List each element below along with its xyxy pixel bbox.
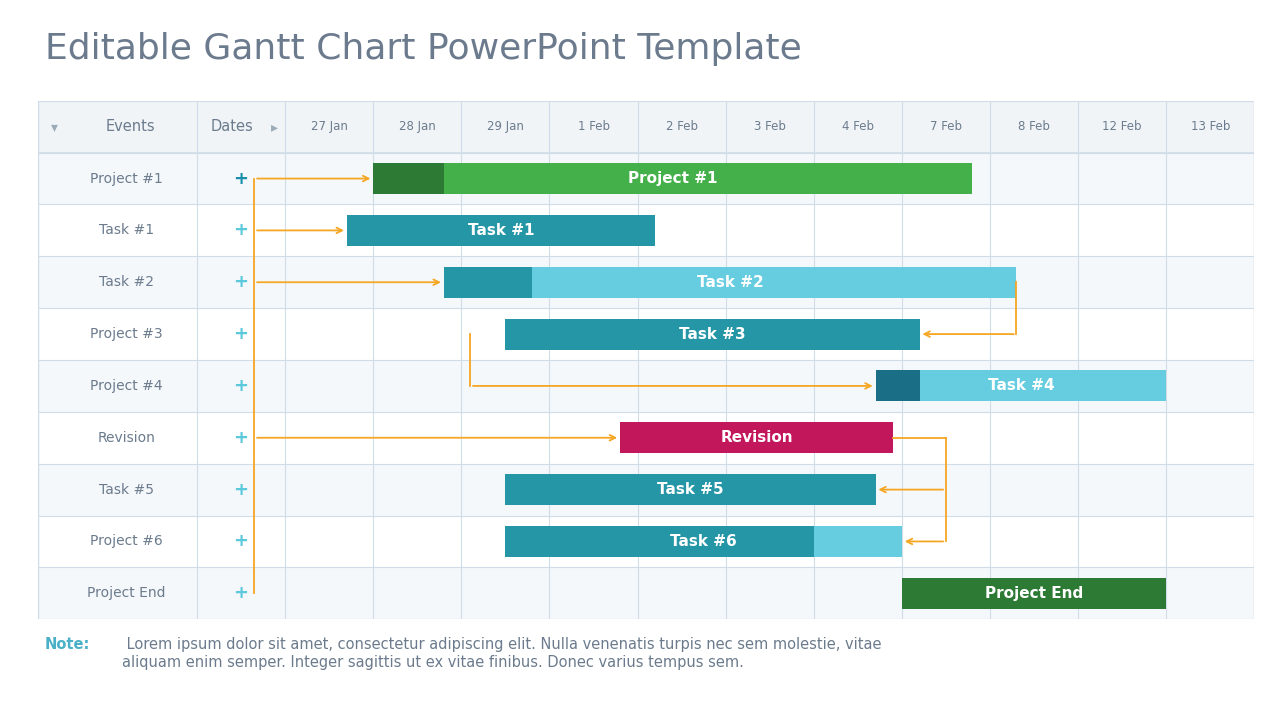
Text: 29 Jan: 29 Jan — [486, 120, 524, 133]
Bar — [38, 360, 1254, 412]
Bar — [506, 474, 876, 505]
Text: Task #5: Task #5 — [657, 482, 723, 497]
Text: 3 Feb: 3 Feb — [754, 120, 786, 133]
Bar — [876, 370, 919, 402]
Bar — [444, 163, 973, 194]
Text: +: + — [233, 585, 248, 602]
Text: +: + — [233, 533, 248, 551]
Text: Project End: Project End — [986, 586, 1083, 600]
Text: Task #5: Task #5 — [99, 482, 154, 497]
Text: Events: Events — [106, 120, 156, 134]
Text: 2 Feb: 2 Feb — [666, 120, 698, 133]
Bar — [532, 266, 1016, 298]
Bar — [444, 266, 532, 298]
Bar — [347, 215, 655, 246]
Text: 1 Feb: 1 Feb — [577, 120, 609, 133]
Text: 28 Jan: 28 Jan — [399, 120, 435, 133]
Text: +: + — [233, 169, 248, 187]
Text: +: + — [233, 222, 248, 239]
Text: Task #1: Task #1 — [467, 223, 534, 238]
Text: Note:: Note: — [45, 637, 90, 652]
Text: Project #4: Project #4 — [90, 379, 163, 393]
Text: Task #4: Task #4 — [988, 379, 1055, 393]
Bar — [38, 308, 1254, 360]
Text: Revision: Revision — [721, 431, 792, 445]
Bar — [38, 516, 1254, 567]
Bar — [506, 318, 919, 350]
Text: Lorem ipsum dolor sit amet, consectetur adipiscing elit. Nulla venenatis turpis : Lorem ipsum dolor sit amet, consectetur … — [122, 637, 881, 670]
Text: ▸: ▸ — [271, 120, 278, 134]
Text: 12 Feb: 12 Feb — [1102, 120, 1142, 133]
Bar — [919, 370, 1166, 402]
Bar — [374, 163, 444, 194]
Bar — [902, 577, 1166, 609]
Text: +: + — [233, 273, 248, 291]
Text: 8 Feb: 8 Feb — [1018, 120, 1050, 133]
Bar — [38, 153, 1254, 204]
Bar — [38, 101, 1254, 153]
Text: 7 Feb: 7 Feb — [931, 120, 963, 133]
Text: +: + — [233, 481, 248, 498]
Text: Project #1: Project #1 — [90, 171, 163, 186]
Text: Project #1: Project #1 — [628, 171, 718, 186]
Bar — [38, 412, 1254, 464]
Bar — [620, 422, 893, 454]
Text: Task #3: Task #3 — [680, 327, 746, 341]
Bar — [38, 567, 1254, 619]
Text: 13 Feb: 13 Feb — [1190, 120, 1230, 133]
Text: Dates: Dates — [211, 120, 253, 134]
Text: +: + — [233, 325, 248, 343]
Bar — [814, 526, 902, 557]
Text: Task #6: Task #6 — [671, 534, 737, 549]
Text: Editable Gantt Chart PowerPoint Template: Editable Gantt Chart PowerPoint Template — [45, 32, 801, 66]
Bar — [38, 464, 1254, 516]
Text: +: + — [233, 429, 248, 446]
Text: Task #2: Task #2 — [99, 275, 154, 289]
Text: Revision: Revision — [97, 431, 155, 445]
Text: Project #6: Project #6 — [90, 534, 163, 549]
Text: +: + — [233, 377, 248, 395]
Text: Project #3: Project #3 — [90, 327, 163, 341]
Bar — [38, 204, 1254, 256]
Text: 4 Feb: 4 Feb — [842, 120, 874, 133]
Text: ▾: ▾ — [51, 120, 58, 134]
Text: Task #2: Task #2 — [696, 275, 763, 289]
Bar — [38, 256, 1254, 308]
Text: Task #1: Task #1 — [99, 223, 154, 238]
Text: 27 Jan: 27 Jan — [311, 120, 348, 133]
Text: Project End: Project End — [87, 586, 166, 600]
Bar — [506, 526, 814, 557]
